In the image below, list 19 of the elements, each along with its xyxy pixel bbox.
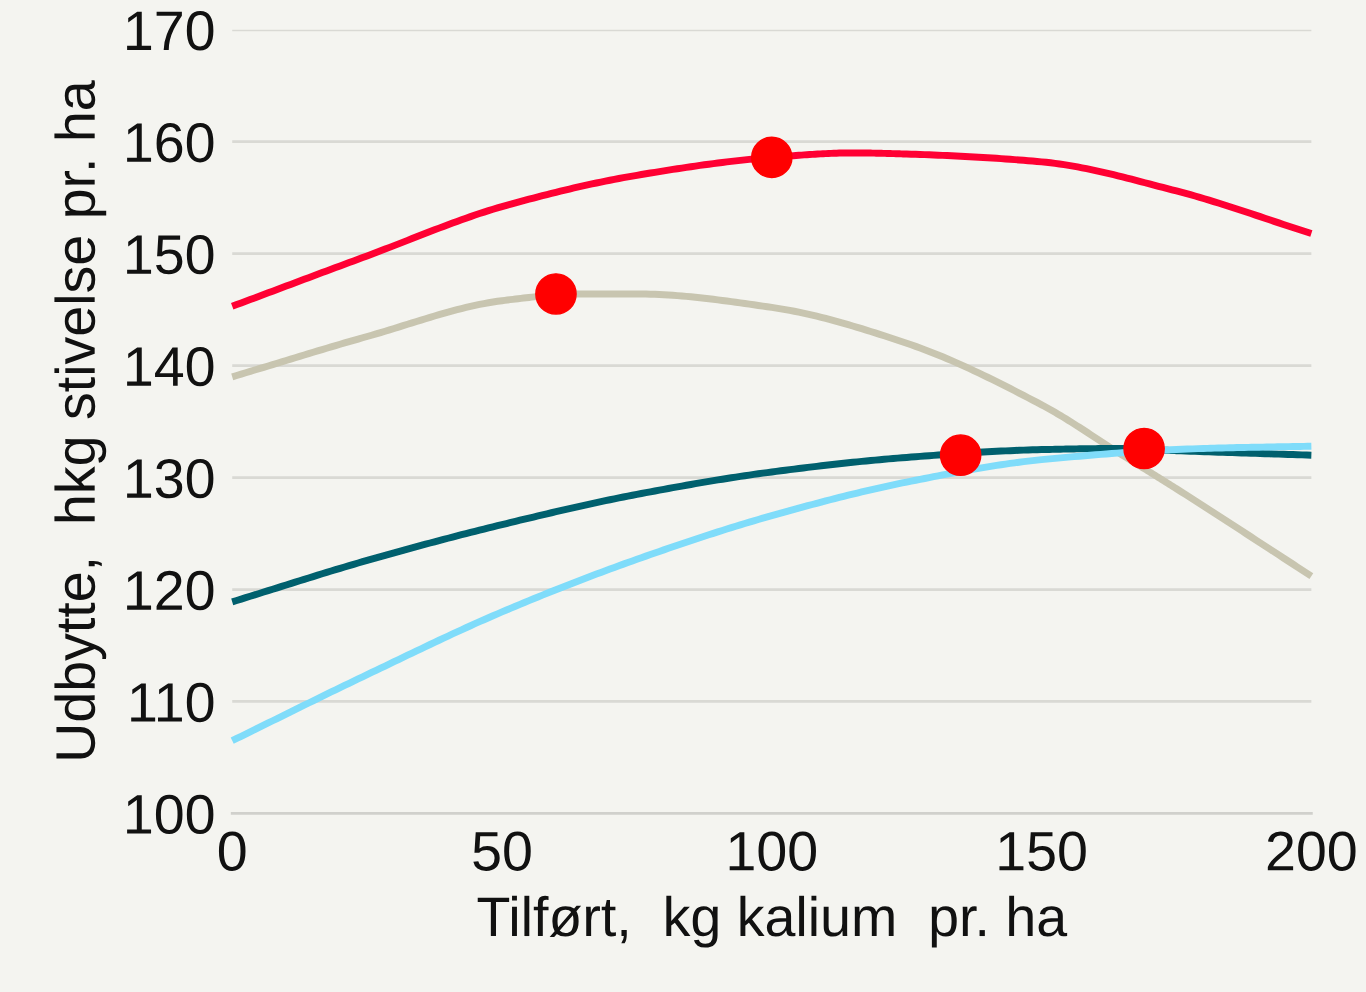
x-tick-label: 150 — [999, 831, 1086, 871]
y-tick-label: 150 — [127, 235, 214, 275]
x-axis-title: Tilført, kg kalium pr. ha — [477, 895, 1068, 948]
point — [1123, 427, 1165, 470]
point — [535, 273, 577, 315]
x-tick-label: 50 — [473, 831, 531, 871]
point — [750, 136, 793, 179]
y-tick-label: 110 — [131, 682, 214, 723]
y-tick-label: 130 — [127, 458, 214, 499]
y-tick-label: 170 — [127, 11, 214, 51]
y-tick-label: 120 — [127, 570, 214, 611]
y-axis-title: Udbytte, hkg stivelse pr. ha — [54, 80, 107, 759]
x-tick-label: 100 — [729, 831, 816, 871]
y-tick-label: 160 — [127, 123, 214, 163]
y-tick-label: 100 — [127, 794, 214, 835]
x-tick-label: 0 — [218, 831, 246, 871]
point — [939, 434, 982, 477]
x-tick-label: 200 — [1267, 831, 1356, 871]
y-tick-label: 140 — [127, 346, 214, 387]
